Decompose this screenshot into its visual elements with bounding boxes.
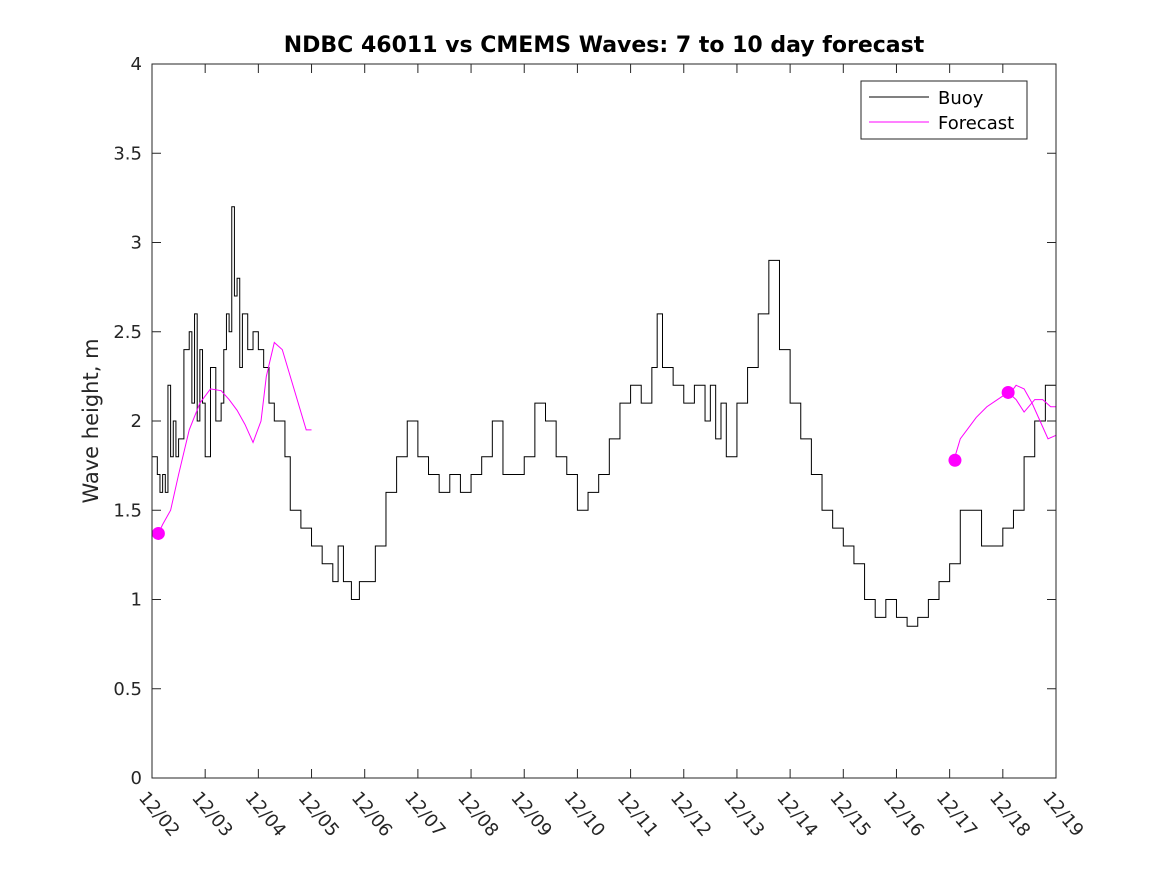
y-tick-label: 2.5: [113, 322, 142, 343]
forecast-series-line: [157, 341, 312, 534]
forecast-marker: [948, 453, 962, 467]
forecast-marker: [151, 526, 165, 540]
y-tick-label: 3: [131, 233, 142, 254]
plot-area: [152, 64, 1056, 778]
forecast-series-line: [1010, 384, 1057, 440]
legend-box: [860, 80, 1028, 140]
legend-forecast-label: Forecast: [938, 113, 1014, 134]
y-tick-label: 3.5: [113, 143, 142, 164]
legend: Buoy Forecast: [860, 80, 1028, 140]
y-tick-label: 0: [131, 768, 142, 789]
axes-frame: [151, 63, 1057, 779]
y-axis-label: Wave height, m: [79, 338, 103, 503]
y-tick-label: 1.5: [113, 500, 142, 521]
legend-buoy-label: Buoy: [938, 88, 984, 109]
y-tick-label: 0.5: [113, 679, 142, 700]
buoy-series-line: [152, 206, 1057, 627]
chart-title: NDBC 46011 vs CMEMS Waves: 7 to 10 day f…: [284, 33, 925, 58]
y-tick-label: 1: [131, 590, 142, 611]
y-tick-label: 2: [131, 411, 142, 432]
forecast-marker: [1001, 385, 1015, 399]
y-tick-label: 4: [131, 54, 142, 75]
series-layer: [151, 206, 1057, 627]
